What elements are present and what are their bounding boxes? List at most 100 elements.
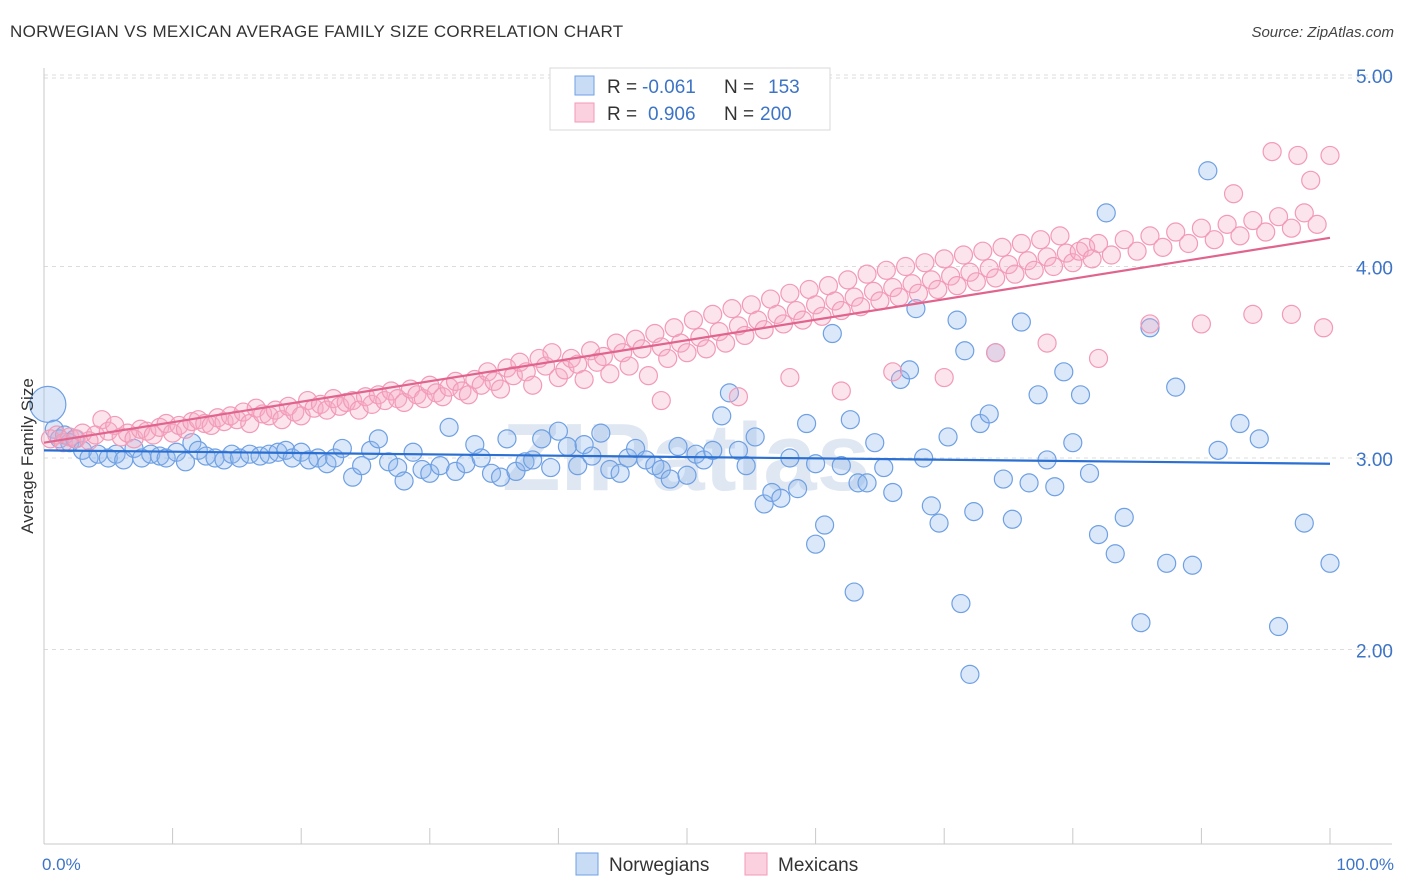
norwegian-point — [1320, 553, 1340, 573]
mexican-point — [870, 291, 890, 311]
mexican-point — [953, 245, 974, 265]
mexican-point — [947, 276, 967, 296]
mexican-point — [1301, 170, 1321, 190]
mexican-point — [812, 306, 832, 326]
norwegian-point — [831, 456, 851, 476]
mexican-point — [619, 356, 639, 376]
mexican-point — [1018, 251, 1038, 271]
mexican-point — [1011, 233, 1031, 254]
norwegian-point — [822, 323, 842, 344]
mexican-point — [998, 254, 1019, 275]
mexican-point — [1281, 304, 1302, 324]
mexican-point — [227, 410, 247, 430]
norwegian-point — [938, 427, 958, 447]
bottom-legend-swatch-norwegians — [575, 852, 599, 876]
mexican-point — [825, 291, 845, 311]
mexican-point — [883, 362, 903, 382]
y-tick-label: 2.00 — [1356, 642, 1393, 663]
y-tick-label: 3.00 — [1356, 450, 1393, 471]
mexican-point — [934, 249, 954, 269]
mexican-point — [696, 339, 716, 359]
mexican-point — [780, 367, 800, 388]
mexican-point — [1288, 145, 1308, 166]
mexican-point — [593, 346, 614, 367]
mexican-point — [883, 277, 903, 298]
mexican-point — [1262, 142, 1282, 162]
mexican-point — [1140, 226, 1160, 246]
norwegian-point — [712, 406, 732, 426]
mexican-point — [1223, 184, 1244, 204]
norwegian-point — [1054, 362, 1074, 382]
norwegian-point — [276, 440, 296, 460]
norwegian-point — [947, 310, 967, 330]
norwegian-point — [557, 436, 578, 457]
norwegian-point — [955, 341, 975, 361]
mexican-point — [548, 367, 569, 388]
mexican-point — [780, 283, 800, 303]
mexican-point — [638, 366, 659, 386]
legend-n-label-mexicans: N = — [724, 104, 754, 125]
mexican-point — [896, 256, 916, 277]
norwegian-point — [574, 434, 594, 455]
correlation-legend: R = -0.061 N = 153 R = 0.906 N = 200 — [549, 67, 831, 131]
mexican-point — [844, 287, 864, 307]
norwegians-trend-line — [43, 449, 1331, 465]
mexican-point — [966, 272, 986, 292]
mexican-point — [1037, 247, 1057, 267]
norwegian-point — [497, 429, 517, 449]
mexican-point — [658, 348, 678, 369]
mexican-point — [1076, 237, 1096, 257]
legend-r-label-mexicans: R = — [607, 104, 637, 125]
mexican-point — [1037, 333, 1057, 353]
mexican-point — [728, 387, 749, 407]
y-tick-label: 4.00 — [1356, 259, 1393, 280]
mexican-point — [683, 310, 704, 330]
mexican-point — [1101, 245, 1121, 265]
norwegian-point — [591, 423, 611, 443]
mexican-point — [1088, 233, 1109, 254]
legend-box — [549, 67, 831, 131]
mexican-point — [1281, 218, 1302, 238]
mexican-point — [1005, 264, 1025, 284]
mexican-point — [986, 268, 1006, 288]
norwegian-point — [840, 410, 860, 430]
mexican-point — [973, 241, 993, 261]
norwegian-point — [1208, 440, 1228, 460]
bottom-legend-label-mexicans: Mexicans — [778, 855, 858, 876]
norwegian-point — [857, 473, 877, 493]
mexican-point — [490, 379, 511, 399]
legend-n-value-mexicans: 200 — [760, 104, 792, 125]
norwegian-point — [156, 448, 176, 468]
mexican-point — [1307, 214, 1327, 234]
norwegian-point — [1182, 555, 1202, 575]
bottom-legend-label-norwegians: Norwegians — [609, 855, 709, 876]
norwegian-point — [1249, 429, 1269, 449]
mexican-point — [1313, 318, 1334, 338]
x-tick-label-max: 100.0% — [1336, 855, 1394, 874]
mexican-point — [979, 258, 999, 279]
norwegian-point — [914, 448, 934, 468]
norwegian-point — [332, 438, 352, 459]
mexican-point — [677, 343, 697, 363]
mexican-point — [362, 394, 382, 414]
norwegian-point — [541, 457, 561, 478]
norwegian-point — [815, 515, 835, 535]
norwegian-point — [439, 417, 459, 437]
legend-n-label-norwegians: N = — [724, 77, 754, 98]
y-axis-label: Average Family Size — [18, 378, 37, 534]
mexican-point — [857, 264, 877, 284]
y-axis-tick-labels: 2.00 3.00 4.00 5.00 — [1356, 67, 1393, 663]
x-tick-label-min: 0.0% — [42, 855, 81, 874]
mexican-point — [889, 287, 909, 307]
mexican-point — [1243, 210, 1263, 231]
mexican-point — [523, 375, 543, 395]
norwegian-point — [929, 513, 949, 533]
mexican-point — [1217, 214, 1237, 234]
mexican-point — [1043, 256, 1064, 277]
legend-r-label-norwegians: R = — [607, 77, 637, 98]
norwegian-point — [771, 488, 791, 508]
mexican-point — [1031, 230, 1051, 250]
norwegian-point — [1063, 433, 1083, 453]
legend-n-value-norwegians: 153 — [768, 77, 800, 98]
